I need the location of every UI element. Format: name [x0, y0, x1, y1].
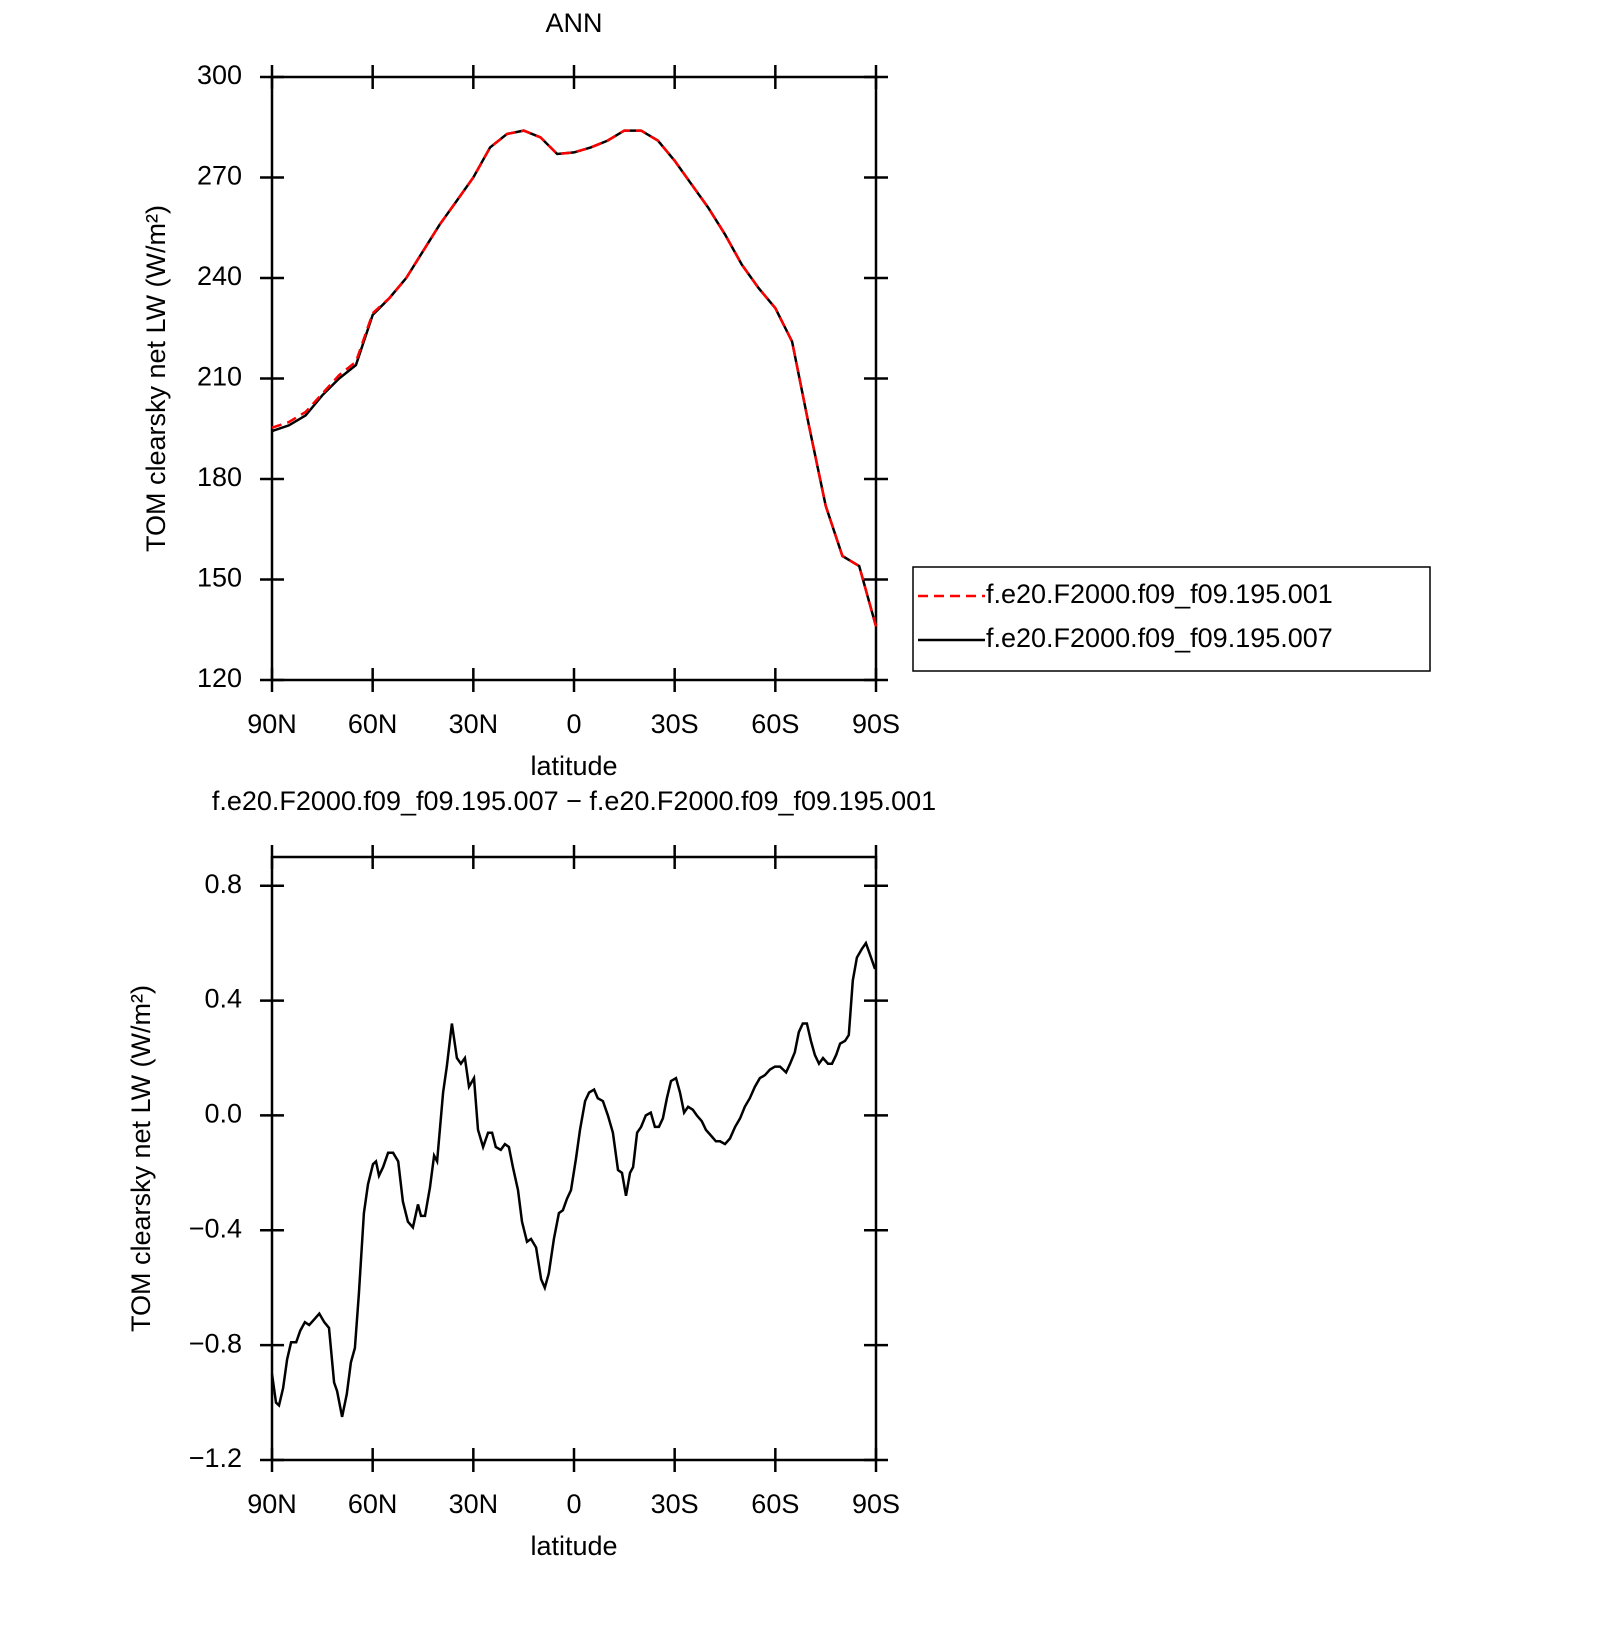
x-tick-label: 60N [348, 709, 398, 739]
y-tick-label: 240 [197, 261, 242, 291]
data-line [270, 940, 877, 1418]
y-axis-label: TOM clearsky net LW (W/m²) [126, 985, 156, 1332]
x-tick-label: 60S [751, 1489, 799, 1519]
y-tick-label: −0.4 [189, 1213, 242, 1243]
legend-label: f.e20.F2000.f09_f09.195.001 [986, 579, 1333, 609]
x-tick-label: 0 [566, 1489, 581, 1519]
y-tick-label: 0.4 [204, 984, 242, 1014]
x-tick-label: 0 [566, 709, 581, 739]
y-tick-label: −1.2 [189, 1443, 242, 1473]
chart-title: ANN [545, 8, 602, 38]
x-tick-label: 30N [449, 1489, 499, 1519]
y-tick-label: 0.8 [204, 869, 242, 899]
x-tick-label: 60S [751, 709, 799, 739]
x-tick-label: 90N [247, 1489, 297, 1519]
plot-frame [270, 855, 878, 1462]
y-tick-label: 0.0 [204, 1099, 242, 1129]
legend-box [912, 566, 1431, 672]
data-line [271, 129, 878, 627]
y-tick-label: 180 [197, 462, 242, 492]
y-tick-label: 210 [197, 362, 242, 392]
x-tick-label: 90S [852, 1489, 900, 1519]
legend-label: f.e20.F2000.f09_f09.195.007 [986, 623, 1333, 653]
x-tick-label: 30N [449, 709, 499, 739]
y-tick-label: 150 [197, 563, 242, 593]
x-tick-label: 60N [348, 1489, 398, 1519]
y-tick-label: 270 [197, 161, 242, 191]
x-tick-label: 30S [651, 1489, 699, 1519]
x-tick-label: 90S [852, 709, 900, 739]
x-axis-label: latitude [530, 751, 617, 781]
plot-frame [270, 75, 878, 682]
y-tick-label: −0.8 [189, 1328, 242, 1358]
chart-title: f.e20.F2000.f09_f09.195.007 − f.e20.F200… [212, 786, 936, 816]
y-tick-label: 120 [197, 663, 242, 693]
x-axis-label: latitude [530, 1531, 617, 1561]
data-line [271, 129, 878, 627]
x-tick-label: 30S [651, 709, 699, 739]
x-tick-label: 90N [247, 709, 297, 739]
y-tick-label: 300 [197, 60, 242, 90]
y-axis-label: TOM clearsky net LW (W/m²) [141, 205, 171, 552]
